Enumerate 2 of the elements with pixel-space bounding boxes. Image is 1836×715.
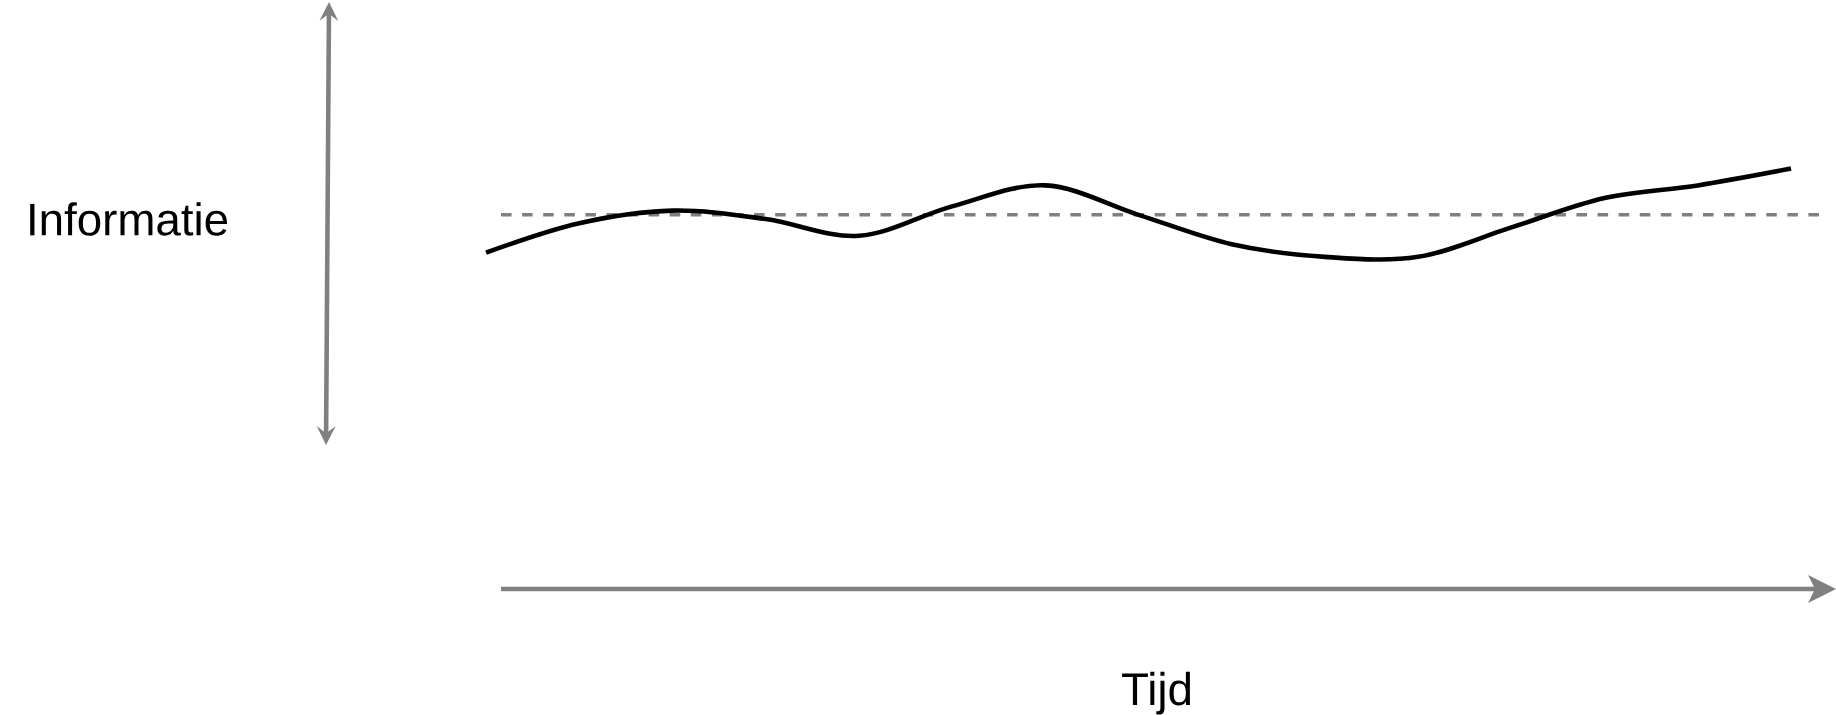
text: Informatie: [30, 202, 228, 236]
x-axis-title: Tijd: [1122, 671, 1191, 715]
